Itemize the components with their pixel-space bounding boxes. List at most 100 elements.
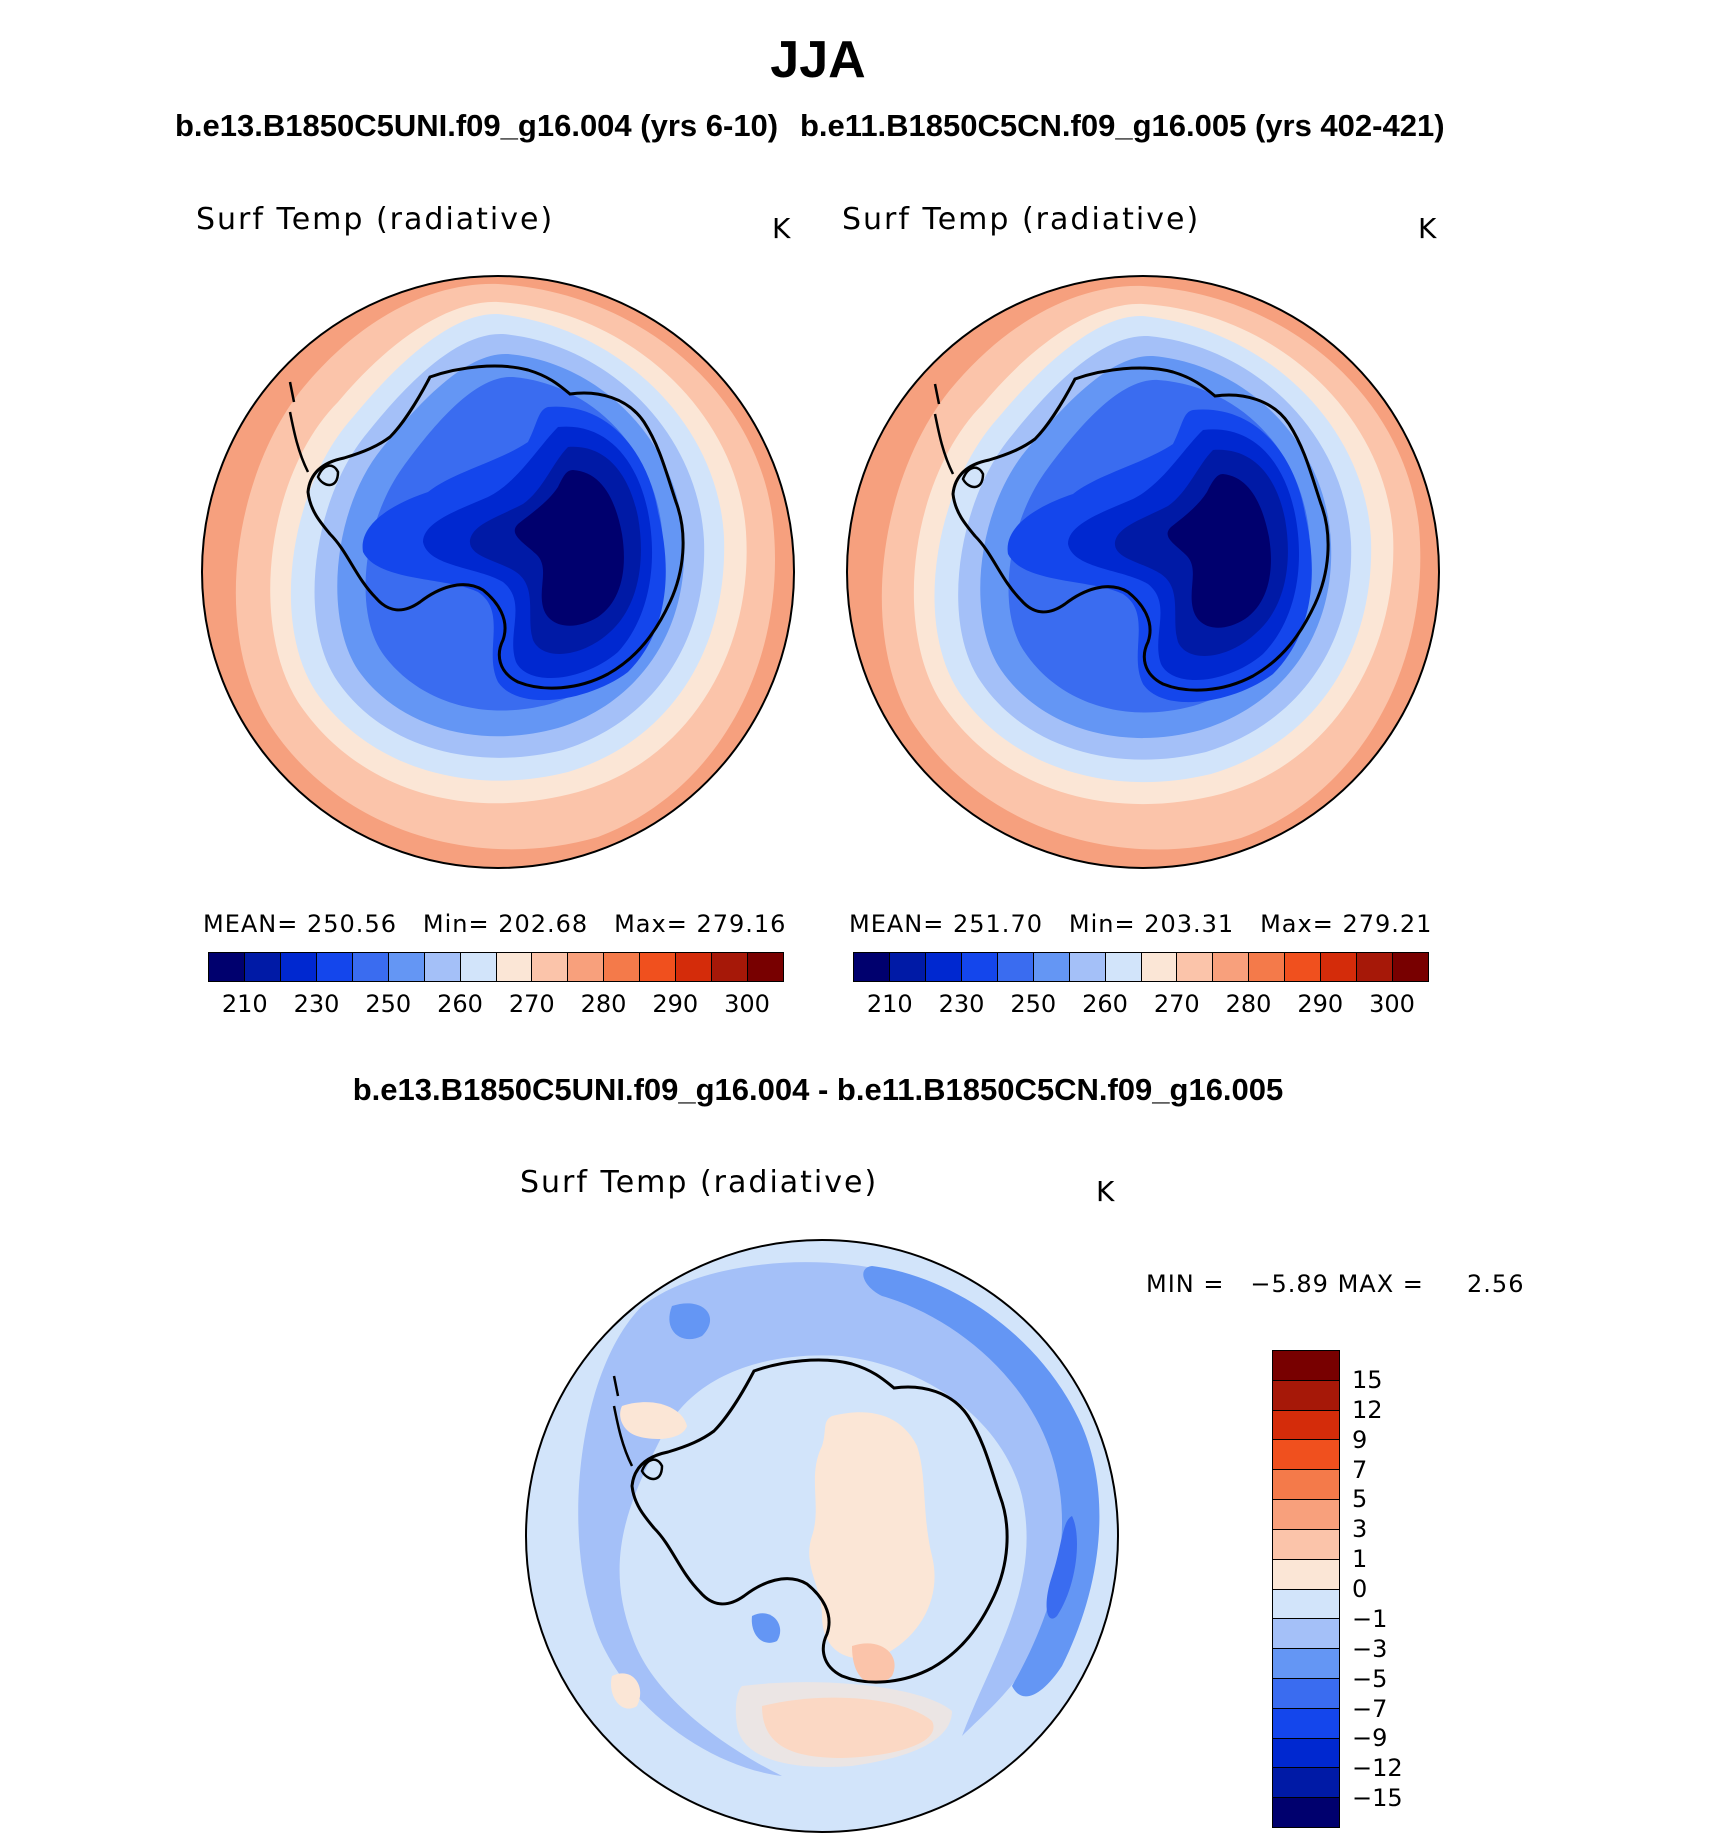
diff-variable-label: Surf Temp (radiative) (520, 1165, 879, 1200)
right-antarctica-coastline (951, 366, 1330, 692)
left-stats-row: MEAN= 250.56 Min= 202.68 Max= 279.16 (203, 910, 786, 938)
diff-max-label: MAX = (1337, 1270, 1424, 1298)
colorbar-tick-label: 290 (1297, 990, 1344, 1018)
right-mean-label: MEAN= (849, 910, 945, 938)
colorbar-swatch (1273, 1737, 1339, 1768)
colorbar-tick-label: −7 (1352, 1694, 1388, 1723)
right-units-label: K (1418, 212, 1437, 245)
diff-blue-band (578, 1262, 1082, 1776)
diff-min-value: −5.89 (1250, 1270, 1329, 1298)
colorbar-swatch (1176, 953, 1213, 981)
plot-title: JJA (770, 31, 866, 89)
colorbar-swatch (1273, 1558, 1339, 1589)
colorbar-swatch (1273, 1618, 1339, 1649)
colorbar-tick-label: 1 (1352, 1545, 1368, 1574)
colorbar-tick-label: 270 (1153, 990, 1200, 1018)
colorbar-swatch (1273, 1351, 1339, 1380)
colorbar-swatch (1248, 953, 1285, 981)
colorbar-tick-label: 250 (1010, 990, 1057, 1018)
colorbar-tick-label: 230 (293, 990, 340, 1018)
colorbar-swatch (1392, 953, 1428, 981)
left-min-value: 202.68 (498, 910, 589, 938)
colorbar-tick-label: −15 (1352, 1784, 1403, 1813)
diff-colorbar-ticks: 15 12 9 7 5 3 1 0 −1 −3 −5 −7 −9 −12 −15 (1352, 1350, 1442, 1828)
colorbar-tick-label: 7 (1352, 1455, 1368, 1484)
colorbar-swatch (1032, 953, 1069, 981)
left-max-label: Max= (614, 910, 688, 938)
colorbar-tick-label: 260 (1082, 990, 1128, 1018)
left-antarctica-coastline (306, 364, 685, 690)
right-colorbar-ticks: 210 230 250 260 270 280 290 300 (853, 990, 1427, 1020)
colorbar-tick-label: 300 (724, 990, 770, 1018)
right-land-4 (1167, 474, 1271, 628)
diff-colorbar (1272, 1350, 1340, 1828)
colorbar-tick-label: 280 (580, 990, 627, 1018)
colorbar-tick-label: 5 (1352, 1485, 1368, 1514)
diff-max-value: 2.56 (1467, 1270, 1525, 1298)
right-max-label: Max= (1260, 910, 1334, 938)
right-polar-map (846, 275, 1440, 869)
colorbar-tick-label: −5 (1352, 1664, 1388, 1693)
colorbar-swatch (459, 953, 496, 981)
colorbar-tick-label: 250 (365, 990, 412, 1018)
colorbar-swatch (1284, 953, 1321, 981)
colorbar-swatch (1273, 1677, 1339, 1708)
left-min-label: Min= (422, 910, 490, 938)
colorbar-tick-label: −9 (1352, 1724, 1388, 1753)
colorbar-swatch (531, 953, 568, 981)
colorbar-swatch (423, 953, 460, 981)
colorbar-swatch (279, 953, 316, 981)
colorbar-tick-label: 280 (1225, 990, 1272, 1018)
colorbar-swatch (924, 953, 961, 981)
left-mean-label: MEAN= (203, 910, 299, 938)
left-case-title: b.e13.B1850C5UNI.f09_g16.004 (yrs 6-10) (175, 108, 779, 143)
colorbar-tick-label: −12 (1352, 1754, 1403, 1783)
colorbar-tick-label: 3 (1352, 1515, 1368, 1544)
left-land-4 (514, 470, 624, 626)
colorbar-swatch (1320, 953, 1357, 981)
colorbar-tick-label: −1 (1352, 1604, 1388, 1633)
colorbar-swatch (351, 953, 388, 981)
right-min-label: Min= (1068, 910, 1136, 938)
right-colorbar (853, 952, 1429, 982)
colorbar-swatch (1273, 1767, 1339, 1798)
colorbar-swatch (1273, 1499, 1339, 1529)
colorbar-swatch (603, 953, 640, 981)
left-max-value: 279.16 (696, 910, 787, 938)
left-variable-label: Surf Temp (radiative) (196, 202, 555, 237)
diff-warm-interior (809, 1412, 935, 1659)
colorbar-tick-label: 270 (508, 990, 555, 1018)
colorbar-tick-label: 9 (1352, 1425, 1368, 1454)
colorbar-swatch (1104, 953, 1141, 981)
colorbar-swatch (675, 953, 712, 981)
colorbar-swatch (495, 953, 532, 981)
colorbar-swatch (1068, 953, 1105, 981)
left-mean-value: 250.56 (307, 910, 397, 938)
colorbar-tick-label: 210 (221, 990, 268, 1018)
diff-antarctica-coastline (630, 1358, 1009, 1684)
colorbar-swatch (1273, 1409, 1339, 1440)
diff-minmax-row: MIN = −5.89 MAX = 2.56 (1146, 1270, 1524, 1298)
diff-min-label: MIN = (1146, 1270, 1225, 1298)
colorbar-tick-label: 12 (1352, 1395, 1383, 1424)
colorbar-tick-label: 0 (1352, 1575, 1368, 1603)
colorbar-swatch (1273, 1797, 1339, 1827)
colorbar-swatch (243, 953, 280, 981)
difference-polar-map (525, 1239, 1119, 1833)
colorbar-swatch (1273, 1379, 1339, 1410)
colorbar-tick-label: 230 (938, 990, 985, 1018)
colorbar-tick-label: 15 (1352, 1365, 1383, 1394)
colorbar-swatch (960, 953, 997, 981)
colorbar-tick-label: 210 (866, 990, 913, 1018)
left-polar-map (201, 275, 795, 869)
left-units-label: K (772, 212, 791, 245)
colorbar-tick-label: 300 (1369, 990, 1415, 1018)
colorbar-swatch (387, 953, 424, 981)
colorbar-swatch (1273, 1439, 1339, 1470)
colorbar-tick-label: −3 (1352, 1634, 1388, 1663)
colorbar-swatch (888, 953, 925, 981)
colorbar-swatch (567, 953, 604, 981)
difference-title: b.e13.B1850C5UNI.f09_g16.004 - b.e11.B18… (352, 1072, 1284, 1107)
colorbar-swatch (711, 953, 748, 981)
right-min-value: 203.31 (1144, 910, 1235, 938)
